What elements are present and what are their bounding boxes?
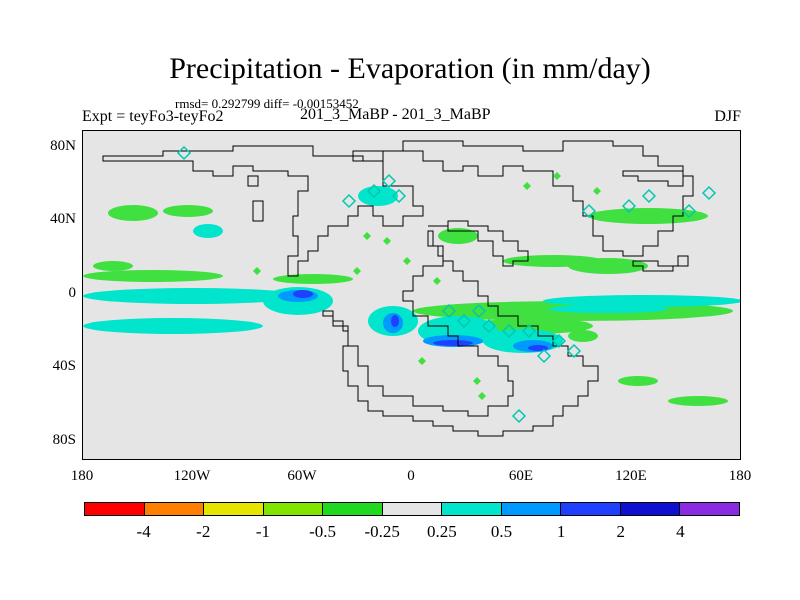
colorbar-label: -0.5: [309, 522, 336, 541]
colorbar-box: [442, 503, 502, 515]
coast-eurasia: [323, 140, 694, 257]
run-label: 201_3_MaBP - 201_3_MaBP: [300, 106, 491, 123]
coast-arabia: [428, 220, 529, 267]
colorbar-box: [85, 503, 145, 515]
x-tick-180w: 180: [70, 468, 94, 484]
colorbar-label: 0.25: [426, 522, 457, 541]
pos-patch: [193, 224, 223, 238]
colorbar-label: -0.25: [364, 522, 400, 541]
green-dot-cluster: [253, 172, 601, 400]
colorbar-label: -4: [136, 522, 151, 541]
map-panel: [82, 130, 741, 460]
pos-vstrong-patch: [433, 340, 473, 346]
very-strong-positive-patches: [293, 290, 548, 351]
x-tick-120e: 120E: [615, 468, 647, 484]
neg-patch: [588, 208, 708, 224]
colorbar-box: [144, 503, 205, 515]
green-dots: [253, 172, 601, 400]
neg-patch: [438, 228, 478, 244]
neg-patch: [568, 330, 598, 342]
y-tick-80s: 80S: [52, 432, 76, 448]
coast-islands: [632, 255, 689, 272]
colorbar-box: [382, 503, 443, 515]
colorbar: [84, 502, 740, 516]
colorbar-box: [561, 503, 621, 515]
neg-patch: [108, 205, 158, 221]
colorbar-box: [620, 503, 681, 515]
pos-patch: [548, 305, 668, 313]
diamond-cluster: [176, 145, 717, 219]
colorbar-label: 4: [676, 522, 685, 541]
neg-patch: [273, 274, 353, 284]
pos-vstrong-patch: [528, 345, 548, 351]
colorbar-box: [501, 503, 562, 515]
colorbar-label: -2: [196, 522, 211, 541]
neg-patch: [83, 270, 223, 282]
colorbar-box: [323, 503, 383, 515]
y-tick-0: 0: [68, 285, 77, 301]
x-tick-0: 0: [407, 468, 415, 484]
x-tick-60e: 60E: [508, 468, 534, 484]
plot-title: Precipitation - Evaporation (in mm/day): [169, 52, 651, 85]
coast-southern-continent: [322, 230, 599, 437]
coastlines: [102, 140, 694, 437]
colorbar-box: [680, 503, 740, 515]
colorbar-label: -1: [255, 522, 270, 541]
neg-patch: [668, 396, 728, 406]
coast-lake: [247, 175, 259, 187]
pos-patch: [83, 318, 263, 334]
stats-text: rmsd= 0.292799 diff= -0.00153452: [175, 96, 359, 111]
coast-island: [622, 170, 684, 187]
colorbar-label: 2: [616, 522, 625, 541]
pos-patch: [83, 288, 303, 304]
colorbar-label: 0.5: [490, 522, 513, 541]
y-tick-80n: 80N: [50, 138, 76, 154]
pos-patch: [543, 295, 740, 307]
colorbar-box: [204, 503, 264, 515]
x-tick-60w: 60W: [287, 468, 317, 484]
diamond-cluster: [441, 303, 582, 424]
season-label: DJF: [714, 108, 741, 125]
colorbar-box: [263, 503, 324, 515]
x-tick-120w: 120W: [173, 468, 211, 484]
neg-patch: [163, 205, 213, 217]
map-svg: [83, 140, 740, 437]
x-tick-180e: 180: [728, 468, 752, 484]
pos-vstrong-patch: [293, 290, 313, 298]
coast-lake: [252, 200, 264, 222]
neg-patch: [618, 376, 658, 386]
colorbar-label: 1: [556, 522, 566, 541]
y-tick-40s: 40S: [52, 358, 76, 374]
neg-patch: [93, 261, 133, 271]
diamond-markers: [176, 145, 717, 424]
pos-vstrong-patch: [391, 315, 399, 327]
experiment-label: Expt = teyFo3-teyFo2: [82, 108, 224, 125]
y-tick-40n: 40N: [50, 211, 76, 227]
